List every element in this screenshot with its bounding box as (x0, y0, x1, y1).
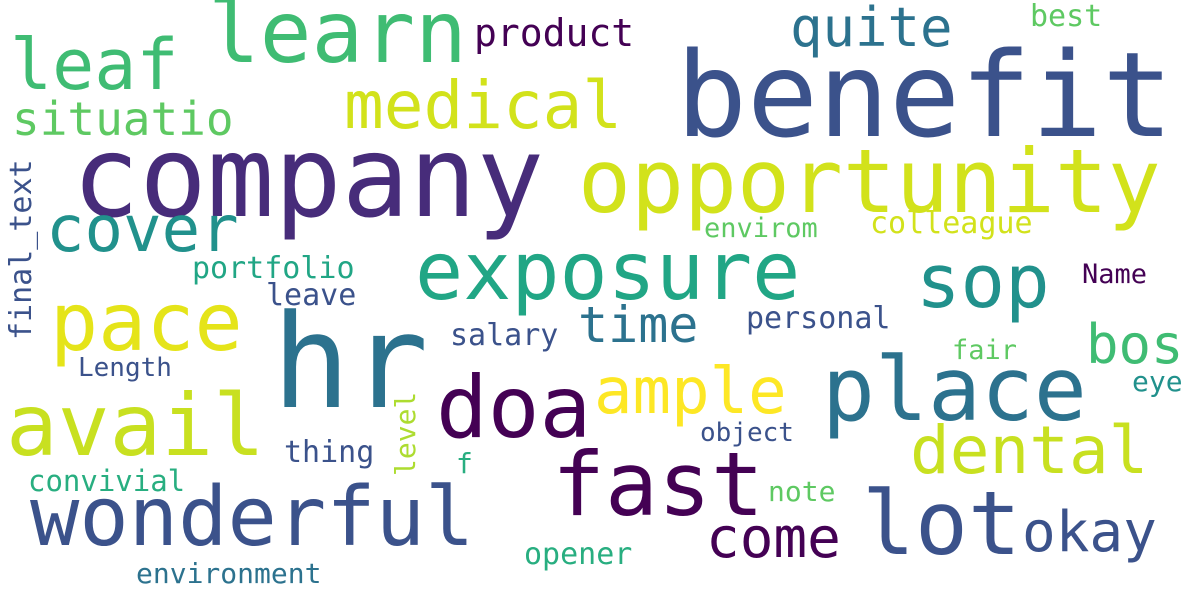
word-leaf: leaf (10, 24, 179, 106)
word-level: level (389, 391, 422, 476)
word-come: come (706, 506, 841, 571)
word-thing: thing (284, 435, 375, 470)
word-fast: fast (552, 433, 764, 536)
word-eye: eye (1132, 365, 1183, 398)
word-pace: pace (50, 276, 243, 369)
word-cover: cover (46, 193, 239, 267)
word-place: place (822, 338, 1087, 441)
word-f: f (456, 447, 473, 480)
word-final-text: final_text (4, 159, 39, 340)
word-time: time (578, 296, 699, 354)
word-wonderful: wonderful (30, 470, 475, 565)
word-envirom: envirom (704, 213, 818, 244)
word-convivial: convivial (28, 464, 186, 498)
word-hr: hr (272, 286, 429, 438)
word-salary: salary (450, 318, 559, 353)
word-ample: ample (594, 355, 787, 429)
word-exposure: exposure (415, 225, 801, 318)
word-situatio: situatio (12, 92, 234, 146)
word-okay: okay (1022, 500, 1157, 565)
word-benefit: benefit (676, 26, 1174, 164)
word-dental: dental (910, 412, 1149, 489)
word-avail: avail (6, 376, 265, 476)
word-learn: learn (208, 0, 467, 83)
word-best: best (1030, 0, 1103, 34)
word-name: Name (1082, 259, 1148, 290)
word-object: object (700, 418, 794, 448)
word-note: note (768, 475, 836, 508)
word-doa: doa (436, 358, 592, 458)
word-leave: leave (266, 278, 357, 313)
word-company: company (72, 113, 545, 243)
word-medical: medical (344, 67, 623, 144)
word-product: product (474, 11, 635, 55)
word-lot: lot (862, 472, 1021, 575)
word-portfolio: portfolio (192, 251, 355, 286)
word-sop: sop (916, 239, 1050, 325)
word-colleague: colleague (870, 206, 1033, 241)
word-environment: environment (136, 557, 322, 590)
word-fair: fair (952, 335, 1018, 366)
word-bos: bos (1086, 313, 1184, 376)
word-opportunity: opportunity (578, 130, 1161, 233)
word-personal: personal (746, 301, 891, 336)
word-opener: opener (524, 537, 633, 572)
word-length: Length (78, 353, 172, 383)
word-quite: quite (790, 0, 953, 59)
